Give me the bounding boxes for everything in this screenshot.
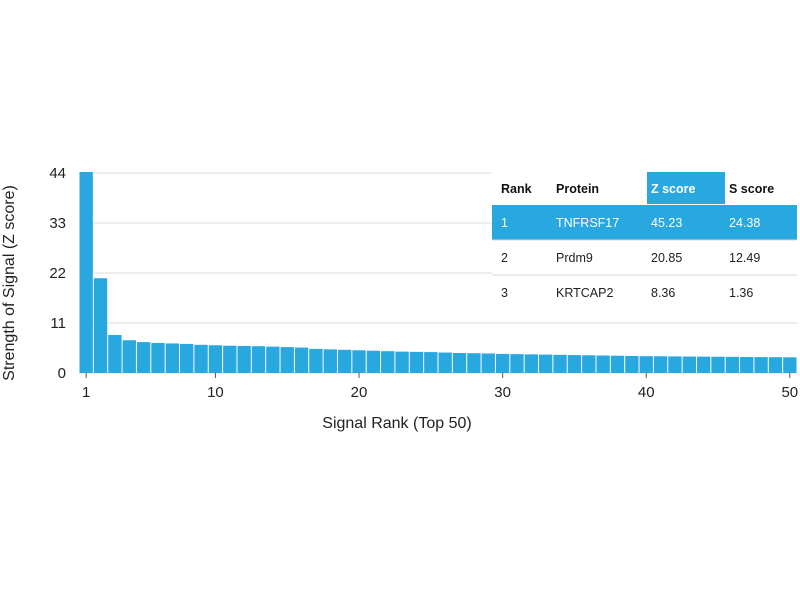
y-tick-label: 22 bbox=[49, 265, 66, 282]
bar bbox=[151, 343, 165, 373]
bar bbox=[524, 354, 539, 373]
bar bbox=[180, 343, 194, 373]
table-cell: 1 bbox=[501, 216, 508, 230]
bar bbox=[266, 346, 280, 373]
x-tick-label: 20 bbox=[351, 384, 368, 401]
x-tick-label: 1 bbox=[82, 384, 90, 401]
bar bbox=[93, 278, 108, 373]
bar bbox=[366, 350, 381, 373]
table-header-s-score: S score bbox=[729, 182, 774, 196]
bar bbox=[467, 353, 481, 373]
bar bbox=[567, 355, 582, 373]
x-tick-label: 10 bbox=[207, 384, 224, 401]
bar bbox=[108, 335, 122, 373]
y-axis-ticks: 0 11 22 33 44 bbox=[49, 165, 66, 382]
bar bbox=[395, 351, 409, 373]
bar bbox=[323, 349, 337, 373]
table-cell: 12.49 bbox=[729, 251, 760, 265]
bar bbox=[783, 357, 797, 373]
bar bbox=[79, 172, 93, 373]
bar bbox=[251, 346, 266, 373]
bar bbox=[352, 350, 366, 373]
y-tick-label: 44 bbox=[49, 165, 66, 182]
bar bbox=[668, 356, 682, 373]
bar bbox=[639, 356, 653, 373]
bar bbox=[539, 354, 553, 373]
bar bbox=[409, 351, 424, 373]
bar bbox=[653, 356, 668, 373]
table-header-protein: Protein bbox=[556, 182, 599, 196]
table-background bbox=[492, 170, 797, 313]
bar bbox=[740, 357, 754, 373]
bars bbox=[79, 172, 797, 373]
bar bbox=[682, 356, 696, 373]
table-cell: Prdm9 bbox=[556, 251, 593, 265]
bar bbox=[294, 347, 309, 373]
bar bbox=[596, 355, 610, 373]
x-tick-label: 30 bbox=[494, 384, 511, 401]
table-cell: 20.85 bbox=[651, 251, 682, 265]
table-cell: 24.38 bbox=[729, 216, 760, 230]
rank-table: Rank Protein Z score S score 1 TNFRSF17 45.23 2… bbox=[492, 170, 797, 313]
table-row-highlight bbox=[492, 205, 797, 240]
bar bbox=[481, 353, 495, 373]
bar bbox=[582, 355, 596, 373]
bar bbox=[136, 342, 151, 373]
bar bbox=[768, 357, 783, 373]
table-cell: KRTCAP2 bbox=[556, 286, 613, 300]
bar bbox=[165, 343, 180, 373]
bar bbox=[381, 351, 395, 373]
bar bbox=[495, 353, 510, 373]
bar bbox=[208, 345, 223, 373]
x-axis-ticks: 1 10 20 30 40 50 bbox=[82, 373, 798, 401]
bar bbox=[553, 354, 567, 373]
bar bbox=[725, 356, 740, 373]
bar bbox=[223, 345, 237, 373]
bar bbox=[510, 354, 524, 373]
bar bbox=[625, 355, 639, 373]
x-tick-label: 50 bbox=[781, 384, 798, 401]
bar bbox=[711, 356, 725, 373]
y-axis-title: Strength of Signal (Z score) bbox=[1, 185, 18, 381]
z-score-header-highlight bbox=[647, 172, 725, 204]
table-cell: TNFRSF17 bbox=[556, 216, 619, 230]
y-tick-label: 11 bbox=[50, 315, 66, 332]
table-cell: 3 bbox=[501, 286, 508, 300]
bar bbox=[309, 348, 323, 373]
table-cell: 2 bbox=[501, 251, 508, 265]
bar bbox=[610, 355, 625, 373]
table-header-rank: Rank bbox=[501, 182, 532, 196]
y-tick-label: 33 bbox=[49, 215, 66, 232]
table-cell: 8.36 bbox=[651, 286, 675, 300]
bar bbox=[194, 344, 208, 373]
bar bbox=[424, 352, 438, 373]
table-cell: 45.23 bbox=[651, 216, 682, 230]
bar bbox=[237, 345, 251, 373]
bar bbox=[280, 347, 294, 373]
table-cell: 1.36 bbox=[729, 286, 753, 300]
x-tick-label: 40 bbox=[638, 384, 655, 401]
table-header-z-score: Z score bbox=[651, 182, 696, 196]
bar bbox=[696, 356, 711, 373]
y-tick-label: 0 bbox=[58, 365, 66, 382]
bar bbox=[438, 352, 452, 373]
x-axis-title: Signal Rank (Top 50) bbox=[322, 415, 471, 432]
bar bbox=[122, 340, 136, 373]
bar bbox=[754, 357, 768, 373]
bar bbox=[337, 349, 352, 373]
bar bbox=[452, 353, 467, 373]
